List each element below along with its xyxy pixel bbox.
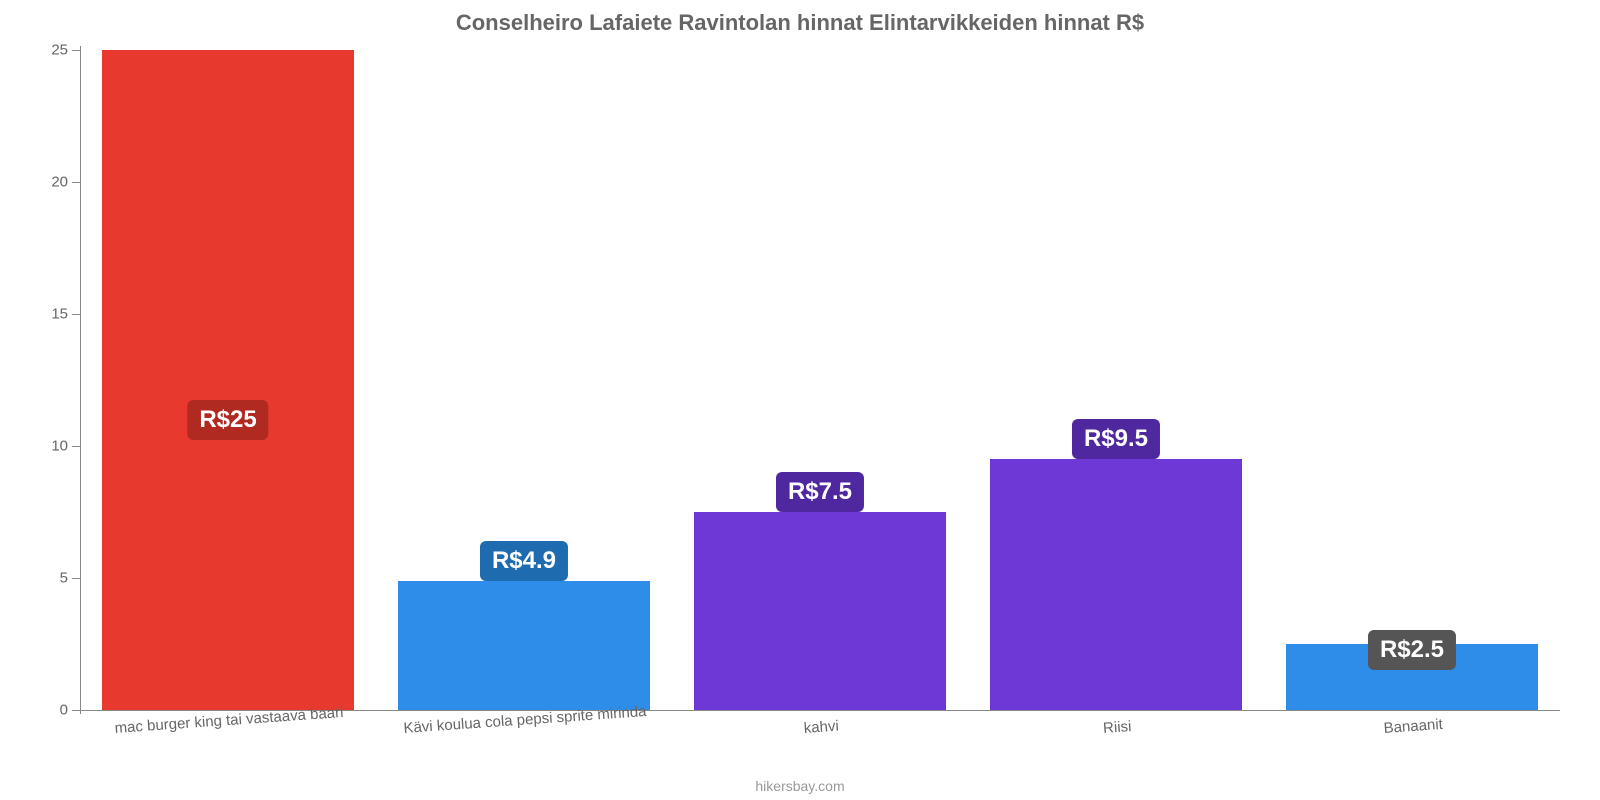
value-label: R$4.9: [480, 541, 568, 581]
chart-title: Conselheiro Lafaiete Ravintolan hinnat E…: [0, 0, 1600, 36]
x-tick-label: Riisi: [1102, 708, 1132, 737]
bar: [694, 512, 946, 710]
price-bar-chart: Conselheiro Lafaiete Ravintolan hinnat E…: [0, 0, 1600, 800]
y-tick-label: 10: [51, 438, 80, 455]
value-label: R$25: [187, 400, 268, 440]
y-tick-label: 15: [51, 306, 80, 323]
bar: [398, 581, 650, 710]
y-tick-label: 5: [60, 570, 80, 587]
y-axis: [80, 46, 81, 714]
y-tick-label: 0: [60, 702, 80, 719]
x-tick-label: Banaanit: [1382, 706, 1443, 737]
bar: [990, 459, 1242, 710]
bar: [102, 50, 354, 710]
chart-source: hikersbay.com: [0, 778, 1600, 794]
plot-area: 0510152025R$25mac burger king tai vastaa…: [80, 50, 1560, 710]
value-label: R$7.5: [776, 472, 864, 512]
value-label: R$9.5: [1072, 419, 1160, 459]
y-tick-label: 25: [51, 42, 80, 59]
value-label: R$2.5: [1368, 630, 1456, 670]
y-tick-label: 20: [51, 174, 80, 191]
x-tick-label: kahvi: [802, 708, 839, 737]
